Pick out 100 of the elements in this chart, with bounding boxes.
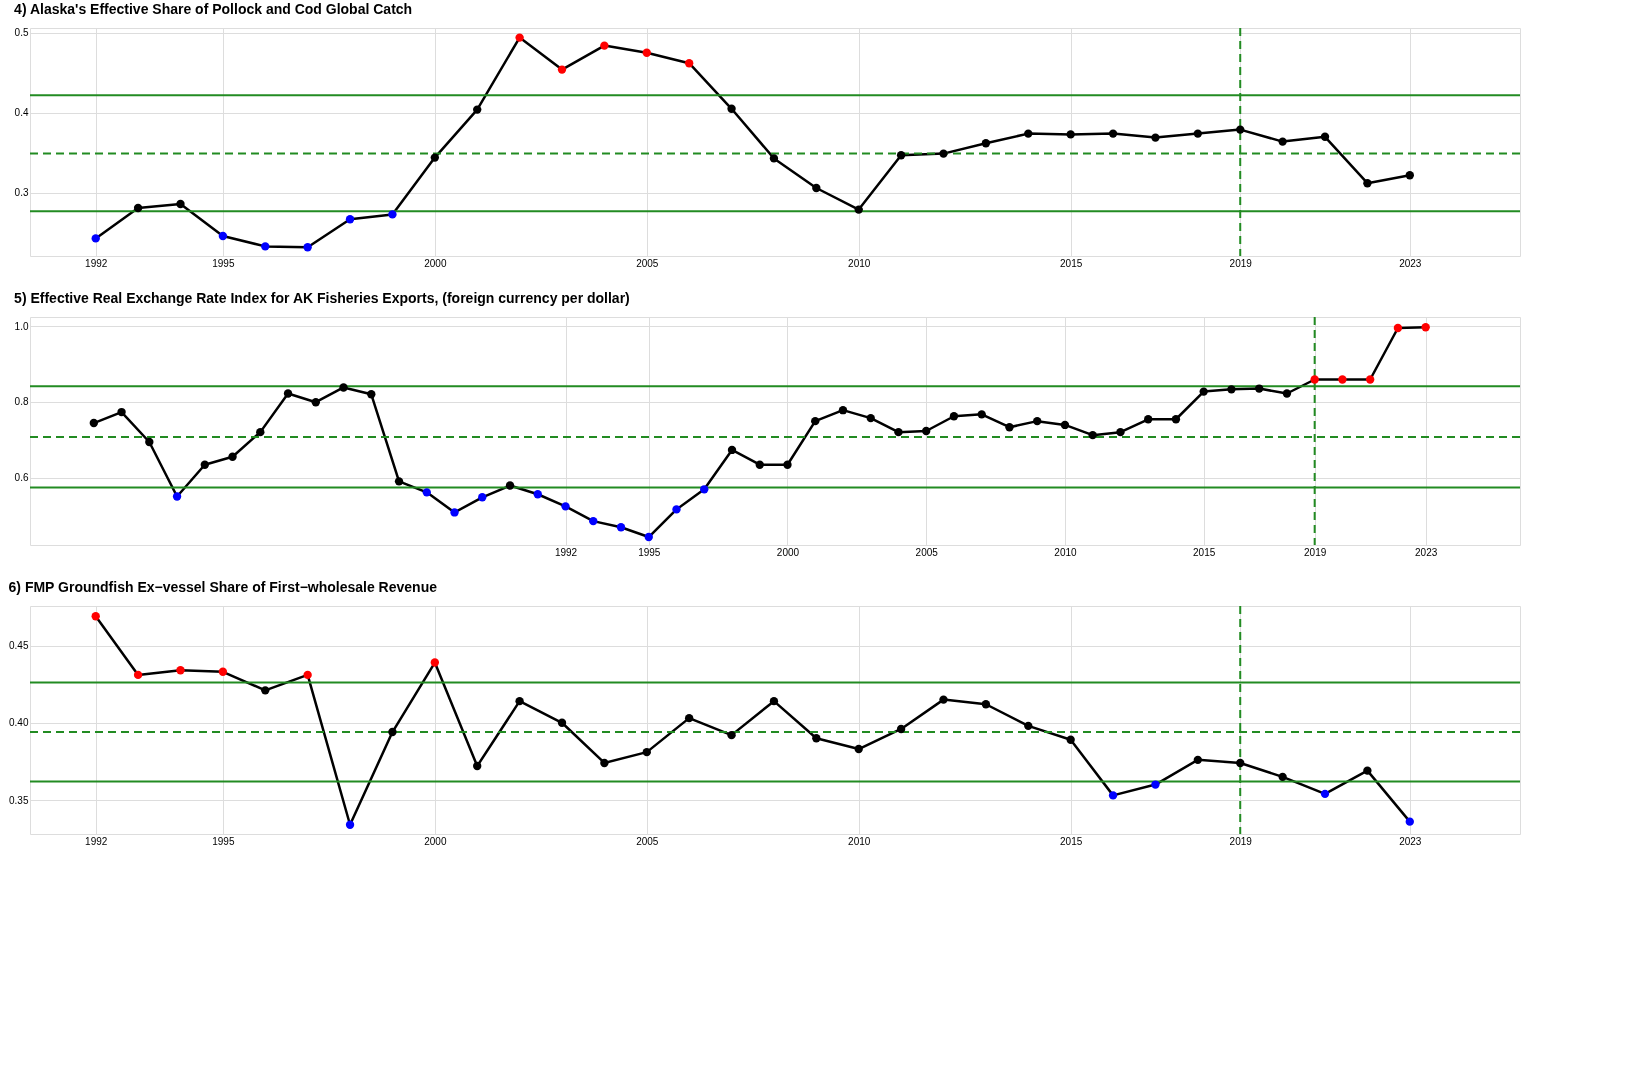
x-tick-label: 2023 (1399, 835, 1422, 847)
point (589, 516, 598, 526)
point (133, 203, 143, 213)
point (783, 460, 792, 469)
point (339, 383, 348, 392)
y-tick-label: 0.5 (14, 27, 29, 39)
point (1320, 789, 1330, 799)
point (811, 416, 820, 426)
point (303, 670, 312, 680)
y-tick-label: 0.45 (9, 640, 29, 652)
point (894, 427, 903, 437)
point (600, 41, 609, 50)
point (1108, 129, 1118, 138)
point (117, 407, 126, 417)
point (838, 405, 848, 415)
point (981, 700, 991, 709)
point (557, 65, 567, 74)
point (1363, 179, 1372, 188)
point (388, 727, 397, 737)
x-tick-label: 1992 (85, 835, 108, 847)
y-tick-label: 0.40 (9, 717, 29, 729)
point (218, 231, 228, 241)
point (478, 493, 487, 502)
point (557, 718, 567, 727)
y-tick-label: 0.35 (9, 794, 29, 806)
point (854, 744, 863, 754)
point (283, 389, 293, 398)
x-tick-label: 2019 (1229, 835, 1253, 847)
point (812, 734, 821, 743)
x-tick-label: 2019 (1304, 546, 1327, 558)
y-tick-label: 1.0 (14, 320, 29, 332)
point (866, 413, 875, 423)
point (1060, 420, 1070, 430)
point (727, 104, 736, 113)
point (388, 210, 397, 219)
point (145, 437, 154, 447)
point (939, 695, 948, 704)
point (345, 820, 355, 829)
y-tick-label: 0.8 (14, 396, 29, 408)
point (256, 427, 265, 437)
y-tick-label: 0.4 (14, 107, 29, 119)
point (345, 215, 355, 224)
x-tick-label: 2015 (1060, 835, 1083, 847)
point (1066, 735, 1075, 744)
x-tick-label: 2023 (1415, 546, 1438, 558)
point (89, 418, 98, 428)
chart-title: 4) Alaska's Effective Share of Pollock and Cod Global Catch (14, 1, 413, 17)
point (367, 390, 376, 399)
point (1024, 129, 1033, 138)
point (727, 730, 736, 740)
point (642, 48, 651, 57)
point (1144, 415, 1153, 424)
point (228, 452, 237, 461)
chart-title: 5) Effective Real Exchange Rate Index for AK Fisheries Exports, (foreign currency per dollar) (14, 290, 630, 306)
point (1363, 766, 1372, 775)
point (176, 666, 185, 675)
point (311, 398, 320, 407)
point (1116, 427, 1125, 437)
x-tick-label: 1995 (638, 546, 661, 558)
point (684, 713, 694, 723)
point (600, 758, 609, 768)
point (1193, 755, 1203, 765)
point (1171, 415, 1181, 424)
point (812, 183, 821, 193)
point (515, 33, 524, 42)
point (672, 505, 681, 514)
point (261, 242, 270, 251)
point (1227, 385, 1236, 394)
point (91, 612, 100, 621)
point (303, 243, 312, 252)
point (515, 696, 524, 706)
x-tick-label: 2000 (424, 257, 447, 269)
point (1310, 375, 1319, 384)
point (1282, 389, 1292, 398)
point (473, 761, 482, 771)
point (755, 460, 764, 469)
point (642, 747, 651, 757)
point (1421, 323, 1430, 332)
point (1405, 817, 1414, 826)
point (981, 139, 991, 148)
x-tick-label: 2005 (636, 835, 659, 847)
x-tick-label: 2005 (915, 546, 939, 558)
point (261, 686, 270, 695)
x-tick-label: 1995 (212, 835, 235, 847)
point (450, 508, 459, 517)
point (1005, 423, 1014, 432)
x-tick-label: 2015 (1060, 257, 1083, 269)
point (922, 426, 931, 436)
point (1255, 384, 1264, 393)
point (505, 481, 515, 490)
point (1033, 416, 1042, 426)
point (727, 445, 737, 455)
point (854, 205, 863, 214)
point (394, 477, 404, 486)
point (939, 149, 948, 158)
point (561, 502, 570, 511)
point (769, 696, 779, 706)
point (176, 199, 185, 209)
point (684, 59, 694, 68)
x-tick-label: 2019 (1229, 257, 1253, 269)
